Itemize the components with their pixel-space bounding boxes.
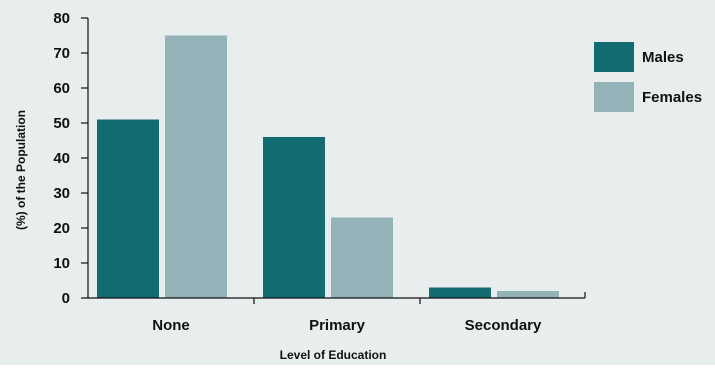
y-tick-label: 10 [53, 255, 70, 272]
y-tick-label: 60 [53, 80, 70, 97]
bar-females-none [165, 35, 227, 298]
bars [97, 35, 559, 298]
legend-label-females: Females [642, 89, 702, 106]
x-category-label: Secondary [465, 317, 542, 334]
x-category-label: None [152, 317, 190, 334]
y-tick-label: 20 [53, 220, 70, 237]
bar-females-secondary [497, 291, 559, 298]
legend-label-males: Males [642, 49, 684, 66]
y-axis-title: (%) of the Population [14, 110, 28, 230]
bar-males-secondary [429, 287, 491, 298]
bar-males-primary [263, 137, 325, 298]
y-tick-label: 50 [53, 115, 70, 132]
y-tick-label: 40 [53, 150, 70, 167]
x-axis-title: Level of Education [280, 348, 387, 362]
y-tick-label: 70 [53, 45, 70, 62]
x-axis-category-labels: None Primary Secondary [152, 317, 542, 334]
legend: Males Females [594, 42, 702, 112]
y-tick-label: 30 [53, 185, 70, 202]
y-tick-label: 0 [62, 290, 70, 307]
legend-swatch-females [594, 82, 634, 112]
x-axis-ticks [253, 292, 586, 304]
y-tick-label: 80 [53, 10, 70, 27]
y-axis-ticks: 0 10 20 30 40 50 60 70 80 [53, 10, 88, 307]
bar-females-primary [331, 217, 393, 298]
bar-males-none [97, 119, 159, 298]
legend-swatch-males [594, 42, 634, 72]
x-category-label: Primary [309, 317, 366, 334]
